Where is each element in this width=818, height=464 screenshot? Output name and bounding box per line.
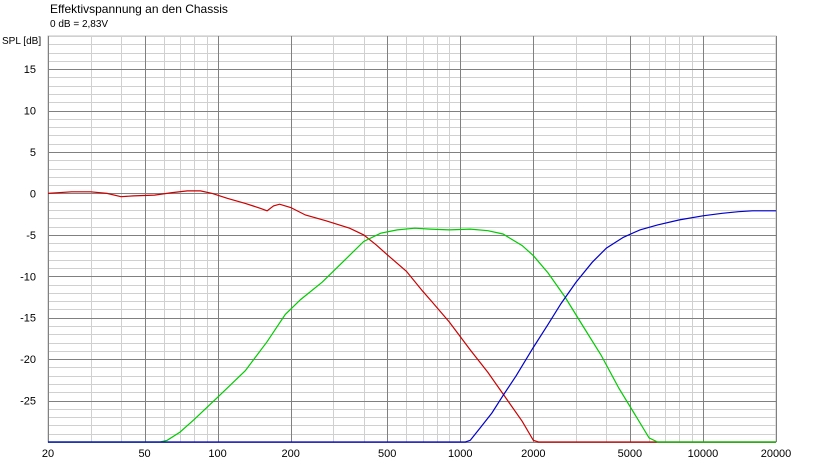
y-tick-label: 10 <box>24 106 36 118</box>
y-tick-label: -15 <box>20 313 36 325</box>
y-tick-label: -20 <box>20 354 36 366</box>
y-tick-labels: 15 10 5 0 -5 -10 -15 -20 -25 <box>20 64 36 407</box>
x-tick-label: 500 <box>378 448 396 460</box>
x-tick-label: 1000 <box>448 448 472 460</box>
x-tick-label: 50 <box>138 448 150 460</box>
y-tick-label: 5 <box>30 147 36 159</box>
x-tick-label: 100 <box>208 448 226 460</box>
y-axis-label: SPL [dB] <box>2 36 42 47</box>
minor-grid <box>48 36 776 442</box>
x-tick-label: 10000 <box>688 448 719 460</box>
x-tick-labels: 20 50 100 200 500 1000 2000 5000 10000 20000 <box>42 448 791 460</box>
x-tick-label: 20000 <box>761 448 792 460</box>
plot-area <box>47 35 777 443</box>
series-line-1 <box>47 190 776 443</box>
chart-title: Effektivspannung an den Chassis <box>50 2 228 16</box>
x-tick-label: 5000 <box>618 448 642 460</box>
x-tick-label: 2000 <box>521 448 545 460</box>
chart-subtitle: 0 dB = 2,83V <box>50 19 109 30</box>
y-tick-label: -25 <box>20 396 36 408</box>
y-tick-label: -5 <box>26 230 36 242</box>
y-tick-label: -10 <box>20 271 36 283</box>
x-tick-label: 200 <box>281 448 299 460</box>
series-line-3 <box>48 210 776 443</box>
series-line-2 <box>48 227 776 443</box>
y-tick-label: 15 <box>24 64 36 76</box>
x-tick-label: 20 <box>42 448 54 460</box>
y-tick-label: 0 <box>30 188 36 200</box>
series-layer <box>47 190 776 443</box>
